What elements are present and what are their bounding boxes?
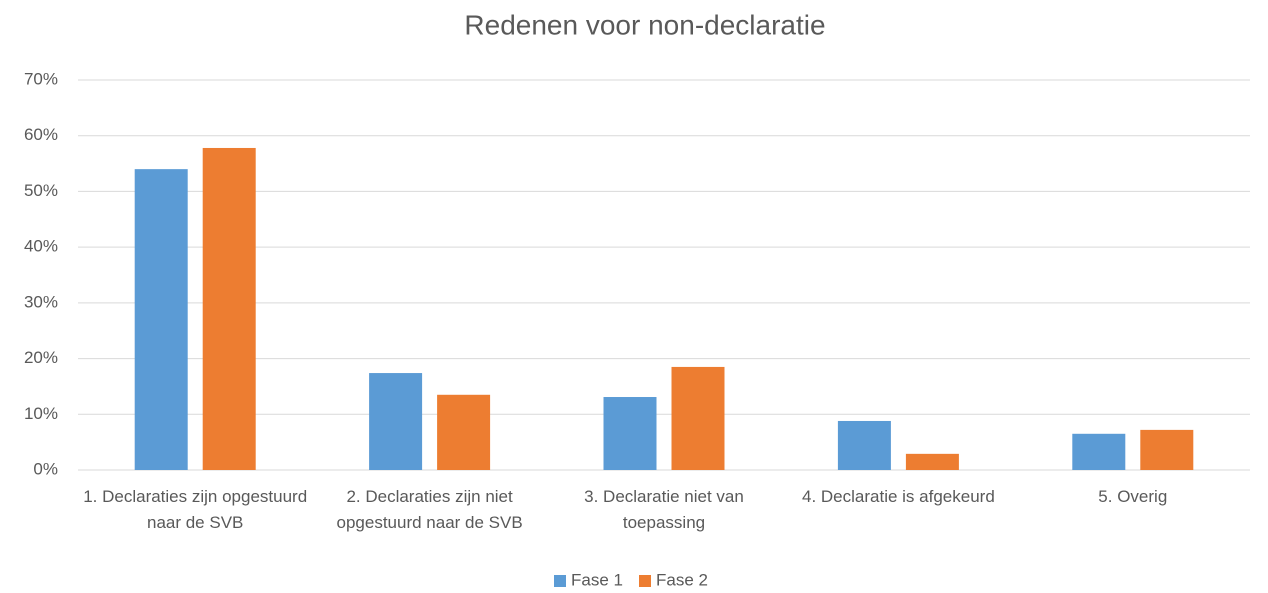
legend-swatch [554,575,566,587]
x-tick-label: 4. Declaratie is afgekeurd [802,487,995,506]
y-tick-label: 70% [24,69,58,88]
bar [837,420,891,470]
bar [905,453,959,470]
bar [202,147,256,470]
bar [1072,433,1126,470]
x-tick-label: 1. Declaraties zijn opgestuurd naar de S… [83,487,308,532]
legend-label: Fase 2 [656,570,708,589]
legend-label: Fase 1 [571,570,623,589]
y-tick-label: 50% [24,181,58,200]
legend-swatch [639,575,651,587]
bar [437,394,491,470]
y-tick-label: 10% [24,404,58,423]
bar [1140,429,1194,470]
bar [134,169,188,470]
bar [671,366,725,470]
bar [369,373,423,470]
y-tick-label: 0% [33,459,58,478]
y-tick-label: 40% [24,237,58,256]
x-tick-label: 2. Declaraties zijn niet opgestuurd naar… [336,487,523,532]
x-tick-label: 5. Overig [1098,487,1168,506]
bar [603,397,657,470]
y-tick-label: 60% [24,125,58,144]
chart-title: Redenen voor non-declaratie [464,9,825,40]
x-tick-label: 3. Declaratie niet van toepassing [584,487,744,532]
y-tick-label: 30% [24,292,58,311]
y-tick-label: 20% [24,348,58,367]
